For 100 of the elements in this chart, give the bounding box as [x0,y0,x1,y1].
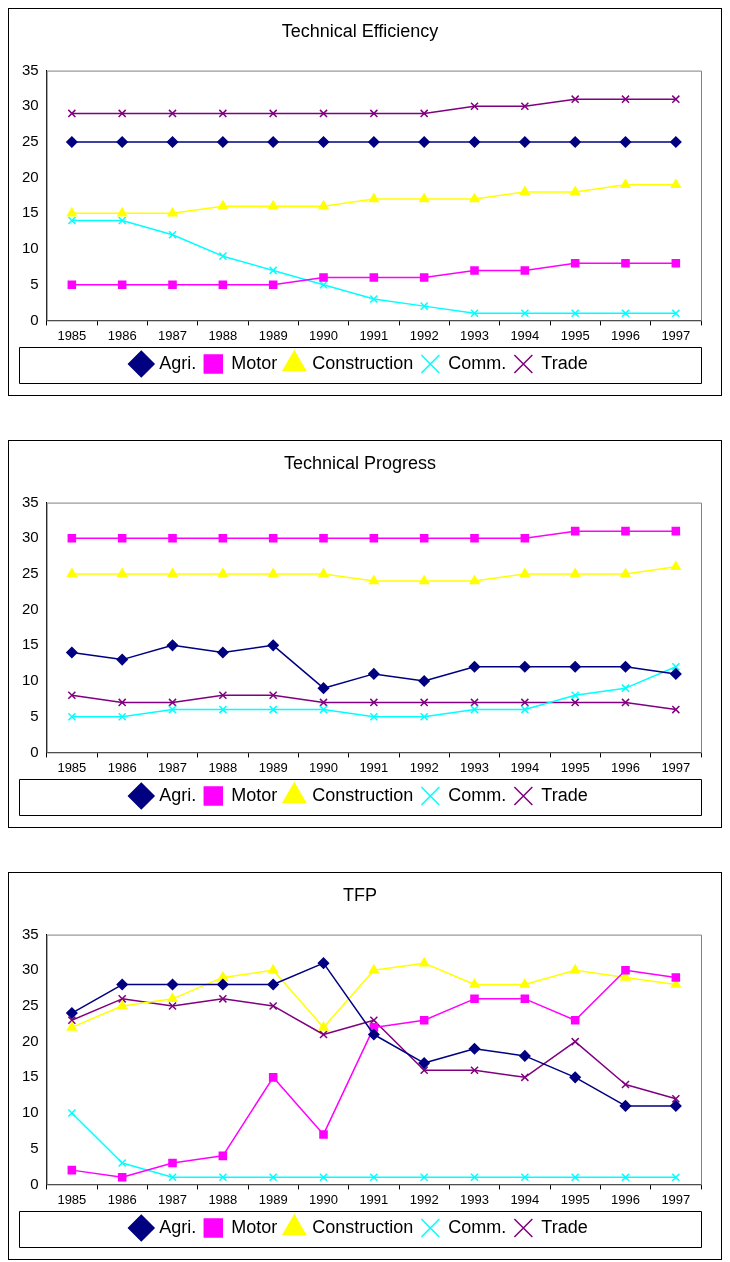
point [117,568,128,578]
point [168,705,177,714]
legend-label: Agri. [159,352,197,373]
point [671,308,681,318]
point [268,1073,278,1082]
point [168,280,177,289]
legend-label: Comm. [448,784,507,805]
point [419,534,429,543]
point [519,136,531,148]
point [267,978,279,991]
legend-label: Motor [231,1216,278,1237]
x-tick-label: 1996 [611,759,640,775]
point [419,575,430,585]
point [520,705,530,714]
point [419,273,429,282]
point [520,534,530,543]
legend-label: Trade [541,1216,588,1237]
point [570,698,580,707]
point [570,568,581,578]
point [671,1094,681,1104]
point [217,971,228,981]
point [621,259,630,268]
point [66,1021,77,1031]
point [620,179,631,189]
x-tick-label: 1988 [208,327,238,343]
y-tick-label: 10 [22,239,39,257]
point [368,668,380,680]
point [470,994,479,1004]
point [469,978,480,988]
point [67,712,77,721]
x-tick-label: 1991 [359,327,389,343]
point [168,109,177,118]
x-tick-label: 1997 [661,327,691,343]
legend-label: Motor [231,784,278,805]
point [570,964,581,974]
point [67,1165,77,1175]
point [620,568,631,578]
point [621,308,630,318]
x-tick-label: 1985 [57,759,87,775]
point [267,639,279,652]
point [520,308,530,318]
point [570,1015,580,1025]
legend-label: Construction [312,352,414,373]
point [66,646,78,659]
legend-label: Trade [541,352,588,373]
point [670,136,682,148]
point [368,964,379,974]
point [671,526,681,536]
point [217,978,229,991]
point [166,639,179,652]
point [470,102,479,111]
y-tick-label: 0 [30,1174,39,1192]
point [66,568,77,578]
x-tick-label: 1996 [611,327,640,343]
x-tick-label: 1985 [57,327,87,343]
point [218,109,228,118]
x-tick-label: 1995 [560,327,590,343]
point [268,1001,278,1011]
point [168,534,177,543]
point [570,94,580,104]
point [217,646,229,659]
y-tick-label: 30 [22,96,39,114]
point [418,136,430,148]
point [267,136,279,148]
point [319,698,328,707]
point [671,973,681,982]
point [319,1130,328,1139]
point [419,301,429,311]
point [67,691,77,700]
x-tick-label: 1989 [258,327,288,343]
x-tick-label: 1993 [460,327,489,343]
x-tick-label: 1987 [158,1191,187,1207]
point [621,1080,630,1089]
point [66,207,77,217]
point [621,966,630,975]
point [368,136,380,148]
y-tick-label: 20 [22,167,39,185]
point [621,94,630,104]
point [218,705,228,714]
point [217,568,228,578]
point [369,109,379,118]
x-tick-label: 1986 [107,759,137,775]
point [168,1001,177,1011]
point [319,534,328,543]
point [619,661,632,673]
point [67,1015,77,1025]
point [319,1172,328,1182]
point [570,259,580,268]
y-tick-label: 10 [22,1103,39,1121]
x-tick-label: 1995 [560,1191,590,1207]
point [670,1100,682,1112]
point [318,1021,329,1031]
chart-title: TFP [343,884,377,905]
point [519,978,530,988]
point [217,136,229,148]
point [470,308,479,318]
point [470,705,479,714]
legend-label: Comm. [448,1216,507,1237]
point [570,1037,580,1046]
point [168,698,177,707]
